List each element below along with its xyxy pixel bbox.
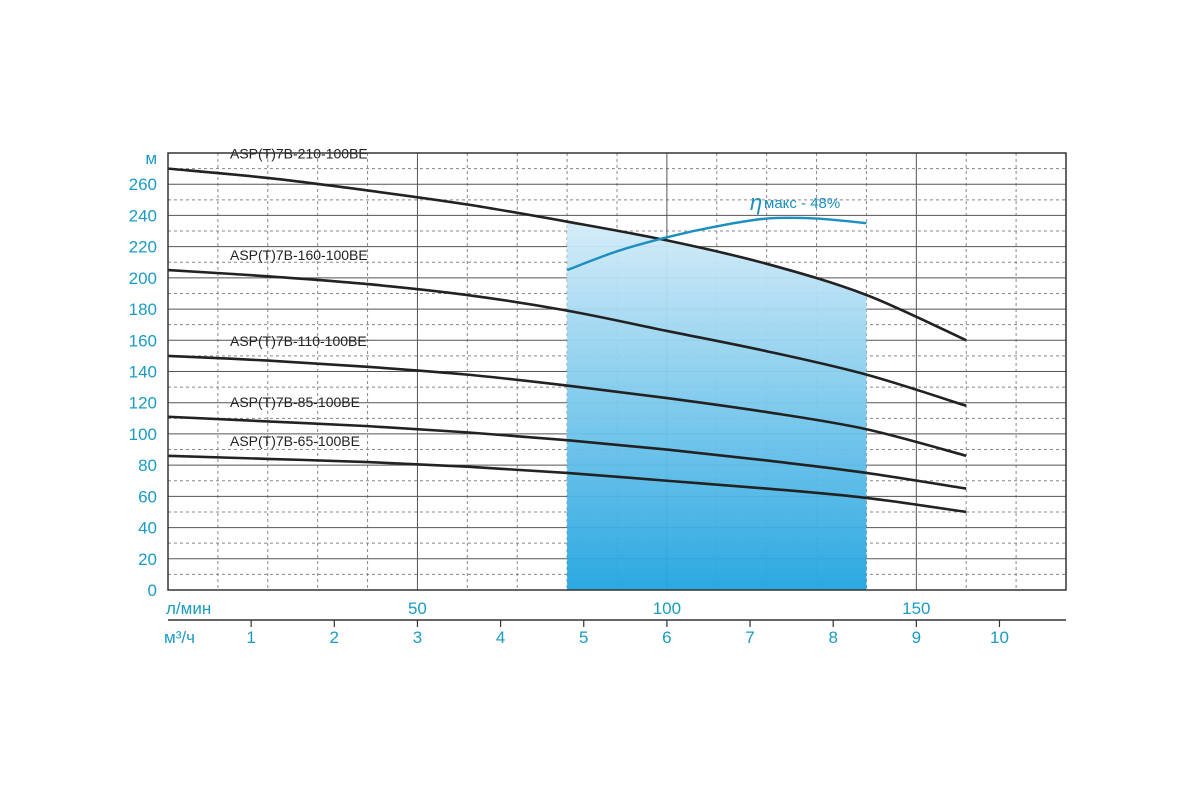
curve-label: ASP(T)7B-65-100BE [230,433,360,449]
y-tick-label: 200 [129,269,157,288]
pump-curve [167,354,967,458]
x2-tick-label: 6 [662,628,671,647]
x2-tick-label: 3 [413,628,422,647]
y-tick-label: 40 [138,519,157,538]
curve-label: ASP(T)7B-160-100BE [230,247,368,263]
y-tick-label: 180 [129,300,157,319]
x-tick-label: 150 [902,599,930,618]
y-tick-label: 220 [129,238,157,257]
y-tick-label: 100 [129,425,157,444]
x2-tick-label: 5 [579,628,588,647]
x2-tick-label: 9 [912,628,921,647]
y-tick-label: 240 [129,206,157,225]
y-tick-label: 160 [129,331,157,350]
x2-tick-label: 8 [828,628,837,647]
y-tick-label: 0 [148,581,157,600]
pump-curve [167,415,967,490]
x2-tick-label: 4 [496,628,505,647]
plot-frame [167,152,1067,591]
efficiency-curve [566,216,867,272]
curve-label: ASP(T)7B-85-100BE [230,394,360,410]
pump-curve [167,454,967,514]
x2-tick-label: 2 [330,628,339,647]
x-tick-label: 100 [653,599,681,618]
x2-tick-label: 10 [990,628,1009,647]
y-tick-label: 80 [138,456,157,475]
y-unit: м [145,149,157,168]
x2-tick-label: 7 [745,628,754,647]
y-tick-label: 60 [138,487,157,506]
efficiency-label: макс - 48% [764,195,840,212]
pump-curve [167,167,967,342]
efficiency-symbol: η [750,190,762,215]
x-tick-label: 50 [408,599,427,618]
curve-label: ASP(T)7B-110-100BE [230,333,367,349]
y-tick-label: 20 [138,550,157,569]
x-unit: л/мин [166,599,211,618]
x2-unit: м³/ч [164,628,195,647]
y-tick-label: 120 [129,394,157,413]
pump-curve [167,268,967,408]
x2-tick-label: 1 [246,628,255,647]
y-tick-label: 140 [129,363,157,382]
y-tick-label: 260 [129,175,157,194]
